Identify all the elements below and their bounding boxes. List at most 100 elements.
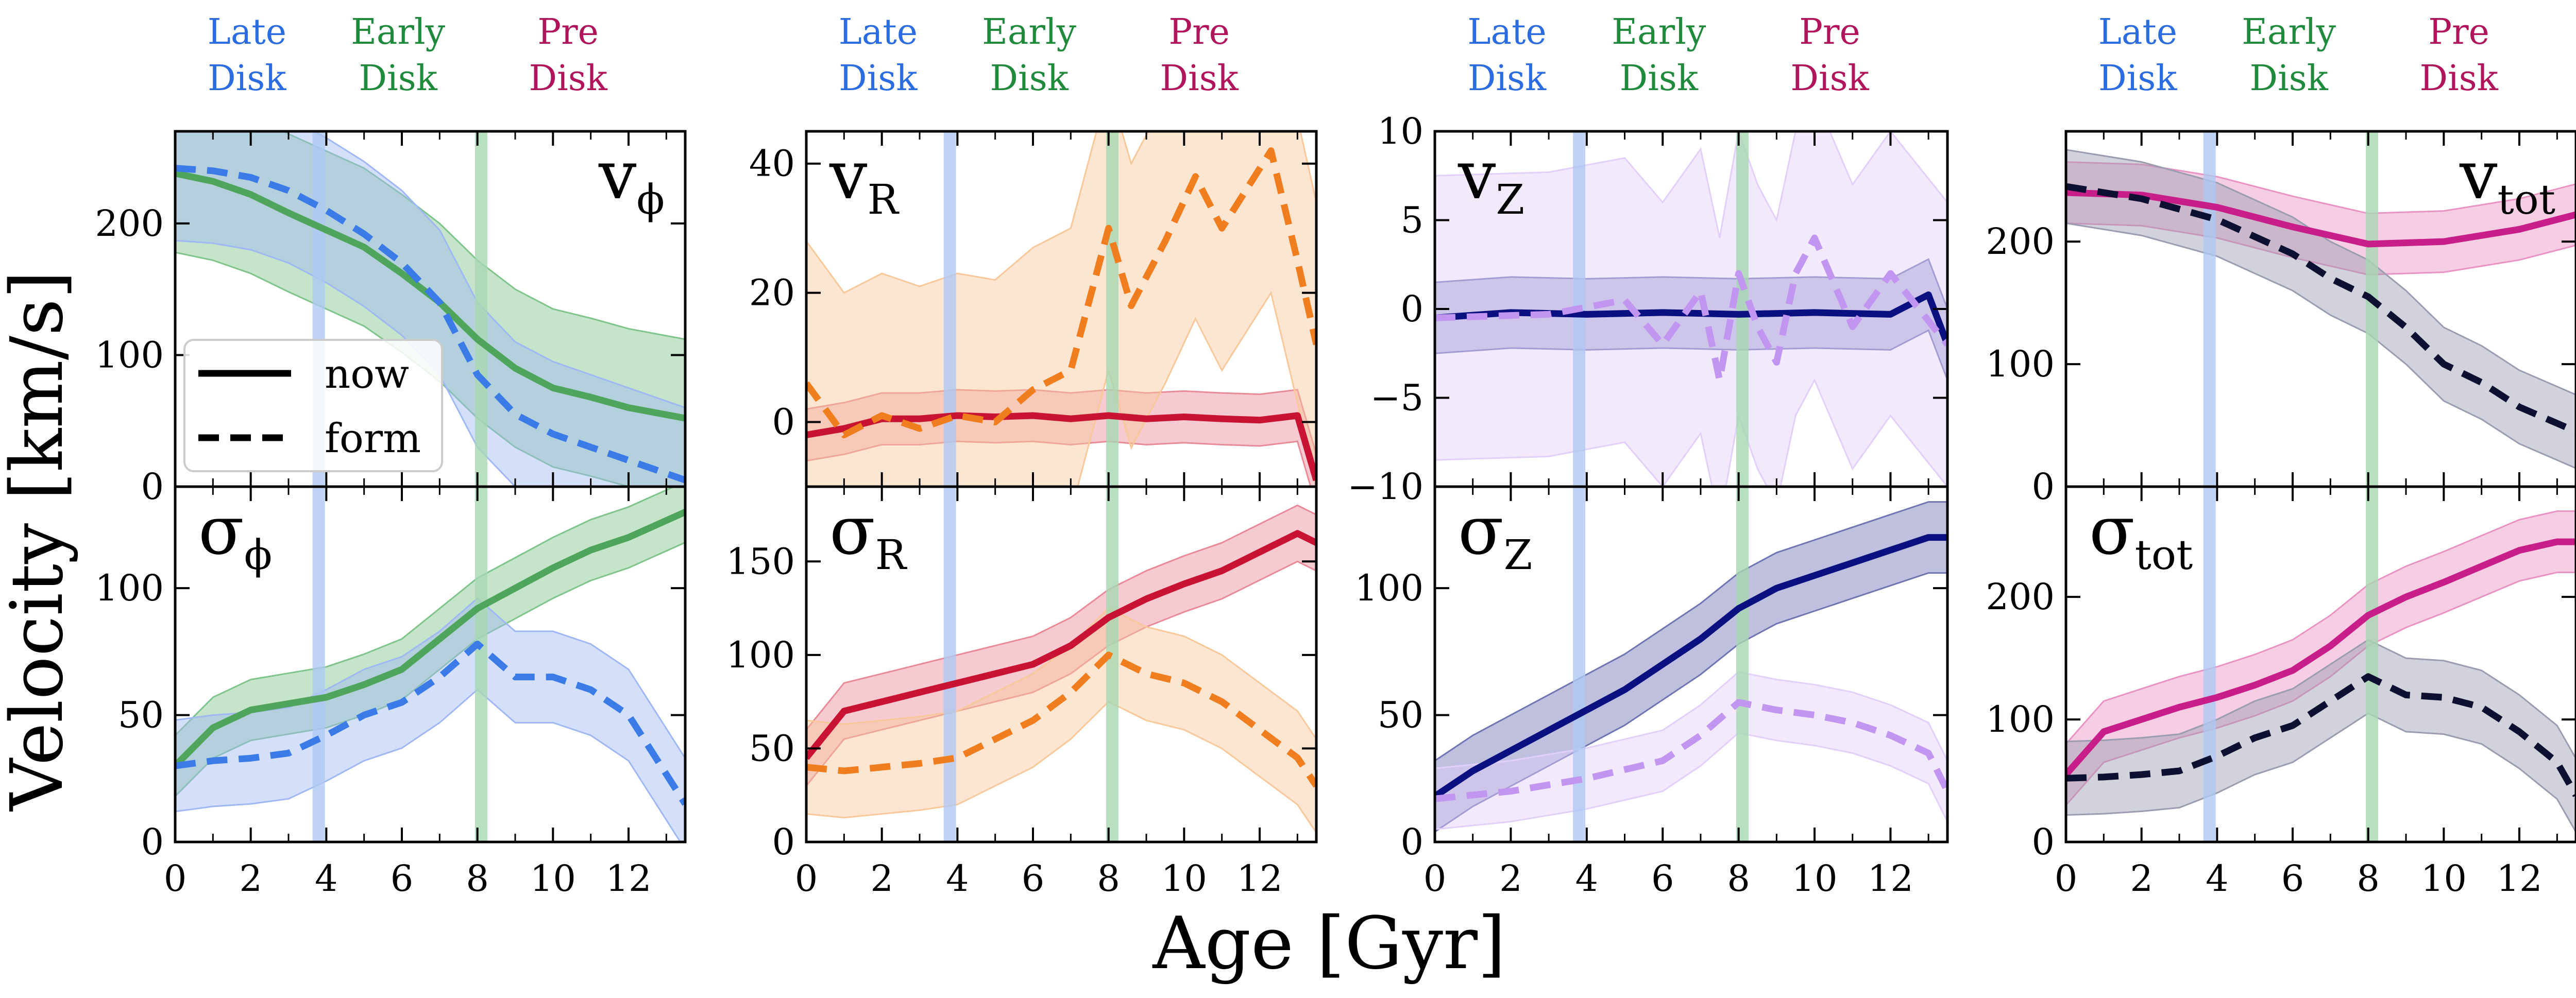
xtick-label-sigma_Z: 8 — [1727, 857, 1750, 900]
xtick-label-sigma_R: 2 — [870, 857, 893, 900]
boundary-0-v_R — [943, 131, 956, 487]
xtick-label-sigma_tot: 4 — [2206, 857, 2229, 900]
era-label-disk-0: Disk — [359, 58, 437, 99]
plot-area-sigma_Z — [1435, 487, 1947, 842]
ytick-label-v_Z: 10 — [1378, 110, 1423, 152]
line-now-v_phi — [175, 170, 685, 422]
ytick-label-sigma_phi: 0 — [141, 821, 164, 863]
band-form-v_R — [806, 131, 1316, 487]
era-label-late-3: Late — [2098, 12, 2177, 53]
xtick-label-sigma_tot: 8 — [2357, 857, 2380, 900]
ytick-label-sigma_R: 150 — [726, 540, 795, 582]
xtick-label-sigma_phi: 4 — [315, 857, 338, 900]
line-form-v_phi — [175, 165, 685, 484]
ytick-label-v_tot: 200 — [1986, 220, 2055, 263]
line-form-sigma_phi — [175, 641, 685, 806]
panel-label-v_phi: vϕ — [598, 136, 665, 223]
era-label-late-0: Late — [208, 12, 286, 53]
ytick-label-sigma_phi: 50 — [118, 694, 164, 736]
ytick-label-v_tot: 0 — [2031, 466, 2055, 508]
xtick-label-sigma_R: 10 — [1161, 857, 1207, 900]
x-axis-title: Age [Gyr] — [1152, 902, 1505, 986]
line-form-v_Z — [1435, 234, 1947, 384]
xtick-label-sigma_R: 12 — [1236, 857, 1282, 900]
ytick-label-sigma_tot: 200 — [1986, 576, 2055, 618]
frame-sigma_Z — [1433, 485, 1949, 844]
xtick-label-sigma_R: 8 — [1097, 857, 1120, 900]
xtick-label-sigma_tot: 10 — [2421, 857, 2467, 900]
era-label-disk-2: Disk — [1468, 58, 1547, 99]
band-form-sigma_tot — [2066, 639, 2576, 834]
era-label-early-2: Early — [1612, 12, 1706, 53]
legend-label-now: now — [325, 351, 409, 398]
plot-area-sigma_tot — [2066, 487, 2576, 842]
era-label-disk-0: Disk — [208, 58, 286, 99]
boundary-1-sigma_Z — [1736, 487, 1749, 842]
ytick-label-sigma_Z: 0 — [1400, 821, 1423, 863]
panel-label-v_tot: vtot — [2459, 136, 2555, 223]
legend-label-form: form — [325, 416, 421, 462]
band-now-v_Z — [1435, 258, 1947, 381]
era-label-early-1: Early — [982, 12, 1076, 53]
plot-area-v_R — [806, 131, 1316, 487]
line-form-sigma_R — [806, 651, 1316, 788]
panel-label-sigma_Z: σZ — [1458, 491, 1532, 579]
panel-v_phi: 0 100 200 vϕ — [95, 130, 687, 508]
xtick-label-sigma_Z: 10 — [1791, 857, 1837, 900]
band-now-v_tot — [2066, 161, 2576, 276]
boundary-0-sigma_R — [943, 487, 956, 842]
plot-area-v_Z — [1435, 131, 1947, 487]
boundary-0-sigma_phi — [312, 487, 325, 842]
xtick-label-sigma_Z: 2 — [1499, 857, 1522, 900]
ytick-label-v_R: 40 — [749, 143, 795, 185]
ytick-label-v_tot: 100 — [1986, 343, 2055, 385]
frame-sigma_tot — [2064, 485, 2576, 844]
plot-area-sigma_R — [806, 487, 1316, 842]
xtick-label-sigma_phi: 10 — [530, 857, 576, 900]
line-now-sigma_R — [806, 530, 1316, 760]
ytick-label-v_R: 20 — [749, 272, 795, 314]
xtick-label-sigma_R: 6 — [1022, 857, 1045, 900]
plot-area-v_tot — [2066, 131, 2576, 487]
panel-label-v_R: vR — [829, 136, 900, 223]
ytick-label-v_R: 0 — [772, 401, 795, 443]
ytick-label-sigma_tot: 100 — [1986, 698, 2055, 741]
era-label-late-2: Late — [1467, 12, 1546, 53]
panel-v_R: 0 20 40 vR — [749, 130, 1318, 488]
panel-label-sigma_phi: σϕ — [198, 491, 272, 579]
xtick-label-sigma_Z: 0 — [1423, 857, 1447, 900]
ytick-label-v_Z: 5 — [1400, 199, 1423, 242]
line-now-sigma_phi — [175, 509, 685, 768]
panel-sigma_Z: 0 50 100 0 2 4 6 8 10 12 σZ — [1354, 485, 1949, 900]
xtick-label-sigma_Z: 12 — [1868, 857, 1913, 900]
line-now-v_tot — [2066, 189, 2576, 248]
xtick-label-sigma_tot: 12 — [2496, 857, 2542, 900]
era-label-disk-1: Disk — [839, 58, 918, 99]
era-label-early-3: Early — [2242, 12, 2336, 53]
panel-label-v_Z: vZ — [1458, 136, 1524, 223]
legend: now form — [183, 339, 443, 472]
xtick-label-sigma_phi: 2 — [239, 857, 262, 900]
band-now-sigma_tot — [2066, 510, 2576, 806]
xtick-label-sigma_phi: 6 — [391, 857, 414, 900]
xtick-label-sigma_tot: 6 — [2281, 857, 2304, 900]
plot-area-sigma_phi — [175, 487, 685, 842]
boundary-1-v_R — [1106, 131, 1118, 487]
boundary-1-v_Z — [1736, 131, 1749, 487]
ytick-label-sigma_R: 0 — [772, 821, 795, 863]
boundary-0-v_tot — [2203, 131, 2216, 487]
era-label-disk-3: Disk — [2098, 58, 2177, 99]
y-axis-title: Velocity [km/s] — [0, 270, 79, 812]
panel-sigma_tot: 0 100 200 0 2 4 6 8 10 12 σtot — [1986, 485, 2576, 900]
ytick-label-sigma_phi: 100 — [95, 567, 164, 609]
boundary-1-v_tot — [2366, 131, 2378, 487]
era-label-pre-3: Pre — [2428, 12, 2489, 53]
boundary-0-sigma_Z — [1573, 487, 1586, 842]
ytick-label-sigma_R: 50 — [749, 727, 795, 769]
line-form-v_R — [806, 147, 1316, 439]
ytick-label-v_Z: −10 — [1347, 466, 1423, 508]
era-label-disk-2: Disk — [1620, 58, 1699, 99]
ytick-label-sigma_Z: 50 — [1378, 694, 1423, 736]
xtick-label-sigma_R: 0 — [795, 857, 818, 900]
